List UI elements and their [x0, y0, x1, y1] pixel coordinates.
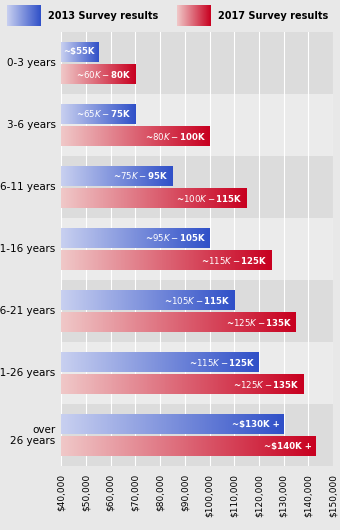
Text: ~$65K-$75K: ~$65K-$75K: [76, 108, 132, 119]
Text: ~$140K +: ~$140K +: [264, 442, 312, 451]
Bar: [61, 32, 333, 94]
Text: ~$80K-$100K: ~$80K-$100K: [144, 130, 206, 142]
Text: ~$105K-$115K: ~$105K-$115K: [164, 295, 231, 305]
Text: ~$115K-$125K: ~$115K-$125K: [201, 255, 268, 266]
Text: 2017 Survey results: 2017 Survey results: [218, 11, 328, 21]
Bar: [61, 342, 333, 404]
Bar: [61, 218, 333, 280]
Text: 2013 Survey results: 2013 Survey results: [48, 11, 158, 21]
Text: ~$125K-$135K: ~$125K-$135K: [233, 379, 300, 390]
Text: ~$60K-$80K: ~$60K-$80K: [76, 68, 132, 80]
Text: ~$125K-$135K: ~$125K-$135K: [226, 317, 292, 328]
Bar: [61, 404, 333, 466]
Text: ~$100K-$115K: ~$100K-$115K: [176, 193, 243, 204]
Bar: [61, 156, 333, 218]
Text: ~$75K-$95K: ~$75K-$95K: [114, 170, 169, 181]
Text: ~$115K-$125K: ~$115K-$125K: [188, 357, 255, 368]
Text: ~$95K-$105K: ~$95K-$105K: [144, 233, 206, 243]
Text: ~$55K: ~$55K: [63, 47, 95, 56]
Bar: [61, 280, 333, 342]
Text: ~$130K +: ~$130K +: [232, 420, 280, 429]
Bar: [61, 94, 333, 156]
